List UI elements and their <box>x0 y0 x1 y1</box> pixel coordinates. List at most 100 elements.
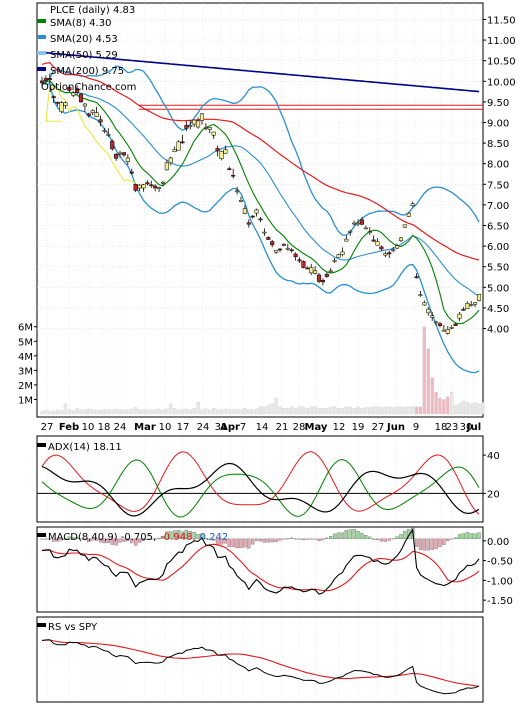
volume-bar <box>126 409 130 415</box>
candle-body <box>398 237 404 242</box>
volume-bar <box>141 409 146 415</box>
candle-body <box>430 315 435 318</box>
volume-bar <box>251 409 255 415</box>
volume-bar <box>414 406 419 415</box>
macd-hist-bar <box>383 538 388 542</box>
candle-body <box>219 151 224 160</box>
x-tick-label: 17 <box>177 422 190 433</box>
x-tick-label: Jun <box>386 422 405 433</box>
candle-body <box>117 152 123 155</box>
candle-body <box>328 270 333 273</box>
macd-hist-bar <box>442 538 446 545</box>
macd-hist-bar <box>247 538 251 549</box>
candle-body <box>86 113 91 116</box>
macd-hist-bar <box>180 531 185 540</box>
macd-hist-bar <box>379 538 384 542</box>
volume-bar <box>106 409 110 415</box>
macd-hist-bar <box>461 533 466 540</box>
candle-body <box>289 249 294 252</box>
sma20-line <box>41 80 480 297</box>
volume-tick-label: 4M <box>18 352 33 363</box>
candle-body <box>266 237 271 240</box>
macd-hist-bar <box>372 538 376 540</box>
y-tick-label: 9.50 <box>487 98 509 109</box>
volume-tick-label: 3M <box>18 366 33 377</box>
macd-hist-bar <box>133 538 138 546</box>
volume-bar <box>87 408 91 415</box>
candle-body <box>313 270 318 274</box>
macd-hist-bar <box>184 529 189 540</box>
x-tick-label: 27 <box>372 422 385 433</box>
x-tick-label: 21 <box>276 422 289 433</box>
macd-hist-bar <box>270 538 274 543</box>
candle-body <box>258 218 263 221</box>
candle-body <box>75 88 80 93</box>
y-tick-label: 5.00 <box>487 283 509 294</box>
legend-swatch-sma200 <box>37 67 46 71</box>
macd-hist-bar <box>106 538 110 543</box>
volume-bar <box>430 377 434 415</box>
volume-bar <box>477 403 481 415</box>
y-tick-label: 7.50 <box>487 180 509 191</box>
macd-hist-bar <box>266 538 270 543</box>
candle-body <box>129 171 134 174</box>
macd-hist-bar <box>340 532 345 540</box>
macd-hist-bar <box>375 538 380 540</box>
macd-hist-bar <box>223 538 228 544</box>
volume-bar <box>469 403 473 415</box>
volume-bar <box>227 409 231 415</box>
macd-hist-bar <box>274 538 278 543</box>
macd-hist-bar <box>360 532 364 540</box>
volume-bar <box>67 409 71 415</box>
candle-body <box>121 152 126 156</box>
macd-hist-bar <box>243 538 247 548</box>
volume-bar <box>122 409 126 415</box>
volume-bar <box>438 397 442 415</box>
candle-body <box>176 141 181 151</box>
macd-hist-bar <box>391 538 395 540</box>
volume-bar <box>379 407 384 415</box>
candle-body <box>227 168 232 170</box>
candle-body <box>402 224 407 228</box>
candle-body <box>47 78 52 80</box>
macd-hist-bar <box>457 534 462 540</box>
macd-hist-bar <box>40 538 44 540</box>
macd-hist-bar <box>453 537 458 540</box>
candle-body <box>211 131 216 136</box>
candle-body <box>387 252 392 255</box>
macd-hist-bar <box>102 538 107 544</box>
candle-body <box>309 267 314 274</box>
candle-body <box>434 321 439 324</box>
x-tick-label: May <box>305 422 328 433</box>
macd-hist-bar <box>63 538 68 540</box>
macd-hist-bar <box>75 537 79 540</box>
candle-body <box>90 110 95 113</box>
volume-bar <box>407 406 411 415</box>
candle-body <box>437 323 443 326</box>
macd-legend: MACD(8,40,9) -0.705, -0.948, 0.242 <box>37 532 228 543</box>
volume-bar <box>91 409 95 415</box>
volume-bar <box>297 406 302 415</box>
volume-bar <box>40 410 44 415</box>
y-tick-label: 6.50 <box>487 222 509 233</box>
macd-hist-bar <box>137 538 142 543</box>
y-tick-label: 4.50 <box>487 304 509 315</box>
adx-legend: ADX(14) 18.11 <box>37 442 122 453</box>
legend: PLCE (daily) 4.83 SMA(8) 4.30 SMA(20) 4.… <box>37 5 136 93</box>
volume-bar <box>83 409 87 415</box>
candle-body <box>51 96 56 99</box>
macd-hist-bar <box>48 538 52 540</box>
candle-body <box>418 294 423 296</box>
x-tick-label: 27 <box>41 422 54 433</box>
macd-hist-value: 0.242 <box>200 532 229 543</box>
volume-bar <box>137 409 142 415</box>
x-tick-label: 24 <box>197 422 210 433</box>
volume-bar <box>161 409 165 415</box>
volume-bar <box>426 348 430 415</box>
y-tick-label: 4.00 <box>487 325 509 336</box>
macd-frame <box>36 526 484 613</box>
volume-bar <box>473 402 477 415</box>
candle-body <box>192 119 197 125</box>
volume-bar <box>313 406 317 415</box>
macd-signal-line <box>41 543 480 592</box>
